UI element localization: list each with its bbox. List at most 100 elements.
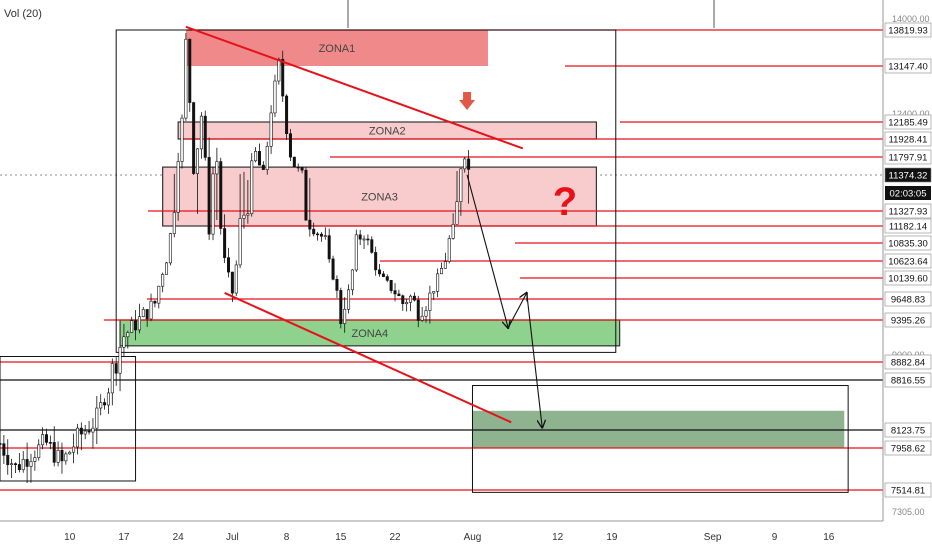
- candle-body: [176, 161, 180, 213]
- candle-body: [428, 292, 432, 311]
- candle-body: [443, 261, 447, 269]
- candle-body: [242, 214, 246, 219]
- candle-body: [91, 427, 95, 433]
- candle-body: [145, 309, 149, 320]
- candle-body: [83, 430, 87, 435]
- countdown-bg: [885, 186, 931, 200]
- candle-body: [234, 264, 238, 294]
- candle-body: [350, 269, 354, 291]
- candle-body: [99, 402, 103, 409]
- candle-body: [316, 233, 320, 236]
- time-axis-tick: Sep: [704, 532, 722, 543]
- price-level-label: 10623.64: [888, 257, 928, 268]
- candle-body: [451, 223, 455, 239]
- candle-body: [25, 459, 29, 467]
- candle-body: [323, 235, 327, 237]
- candle-body: [300, 167, 304, 171]
- price-level-label: 11182.14: [889, 222, 927, 233]
- candle-body: [134, 320, 138, 331]
- candle-body: [296, 166, 300, 169]
- candle-body: [230, 271, 234, 294]
- candle-body: [52, 442, 56, 463]
- candle-body: [157, 285, 161, 304]
- candle-body: [87, 430, 91, 433]
- candle-body: [41, 434, 45, 446]
- time-axis-tick: 15: [335, 532, 347, 543]
- candle-body: [339, 290, 343, 324]
- candle-body: [370, 239, 374, 253]
- price-level-label: 11928.41: [889, 135, 928, 146]
- price-level-label: 13147.40: [888, 62, 928, 73]
- candle-body: [44, 434, 48, 443]
- candle-body: [409, 295, 413, 303]
- candle-body: [393, 290, 397, 295]
- candle-body: [374, 252, 378, 271]
- candle-body: [246, 213, 250, 216]
- price-level-label-bg: [884, 253, 932, 269]
- price-level-label: 7514.81: [891, 486, 925, 497]
- candle-body: [56, 449, 60, 463]
- candle-body: [312, 228, 316, 235]
- candle-body: [327, 235, 331, 260]
- time-axis[interactable]: 10 17 24 Jul 8 15 22 Aug 12 19 Sep 9 16: [0, 520, 883, 543]
- candle-body: [304, 169, 308, 221]
- candle-body: [343, 308, 347, 324]
- candle-body: [168, 233, 172, 264]
- candle-body: [463, 158, 467, 170]
- zone-label: ZONA2: [369, 126, 406, 138]
- candle-body: [110, 363, 114, 394]
- candle-body: [238, 218, 242, 266]
- candle-body: [118, 347, 122, 374]
- candle-body: [95, 407, 99, 429]
- volume-indicator-label[interactable]: Vol (20): [4, 8, 42, 20]
- candle-body: [308, 219, 312, 230]
- candle-body: [137, 316, 141, 331]
- candle-body: [455, 201, 459, 225]
- candle-body: [37, 444, 41, 458]
- price-level-label-bg: [884, 218, 932, 234]
- candle-body: [103, 402, 107, 406]
- candle-body: [33, 457, 37, 462]
- time-axis-tick: 8: [284, 532, 290, 543]
- candle-body: [149, 300, 153, 320]
- candle-body: [378, 269, 382, 275]
- candle-body: [257, 151, 261, 166]
- candle-body: [358, 234, 362, 240]
- candles-layer: [0, 33, 471, 483]
- candle-body: [424, 310, 428, 317]
- black-level-label-bg: [884, 372, 932, 388]
- candle-body: [389, 280, 393, 291]
- candle-body: [72, 446, 76, 453]
- price-level-label-bg: [884, 58, 932, 74]
- trend-line: [224, 292, 512, 424]
- price-axis-tick: 7305.00: [892, 507, 925, 517]
- forecast-arrow: [507, 293, 527, 329]
- candle-body: [75, 427, 79, 448]
- time-axis-tick: Aug: [464, 532, 482, 543]
- candle-body: [161, 274, 165, 287]
- current-price-label-bg: [884, 167, 932, 183]
- candle-body: [79, 427, 83, 435]
- candle-body: [273, 80, 277, 114]
- candle-body: [0, 443, 2, 445]
- candle-body: [165, 262, 169, 275]
- zone-rect: [185, 30, 488, 66]
- time-axis-tick: 9: [772, 532, 778, 543]
- candle-body: [265, 145, 269, 170]
- price-level-label: 10835.30: [888, 239, 928, 250]
- candle-body: [250, 160, 254, 215]
- candle-body: [467, 158, 471, 170]
- price-level-label-bg: [884, 354, 932, 370]
- candle-body: [188, 38, 192, 103]
- black-level-label: 8123.75: [891, 426, 925, 437]
- price-level-label-bg: [884, 270, 932, 286]
- candle-body: [29, 461, 33, 467]
- down-arrow-icon: [463, 92, 472, 100]
- price-axis[interactable]: 14000.0012400.009000.007305.0013819.9313…: [882, 0, 932, 521]
- price-level-label: 10139.60: [888, 274, 928, 285]
- time-axis-tick: 12: [552, 532, 564, 543]
- candle-body: [192, 102, 196, 174]
- candle-body: [285, 95, 289, 134]
- candle-body: [439, 268, 443, 275]
